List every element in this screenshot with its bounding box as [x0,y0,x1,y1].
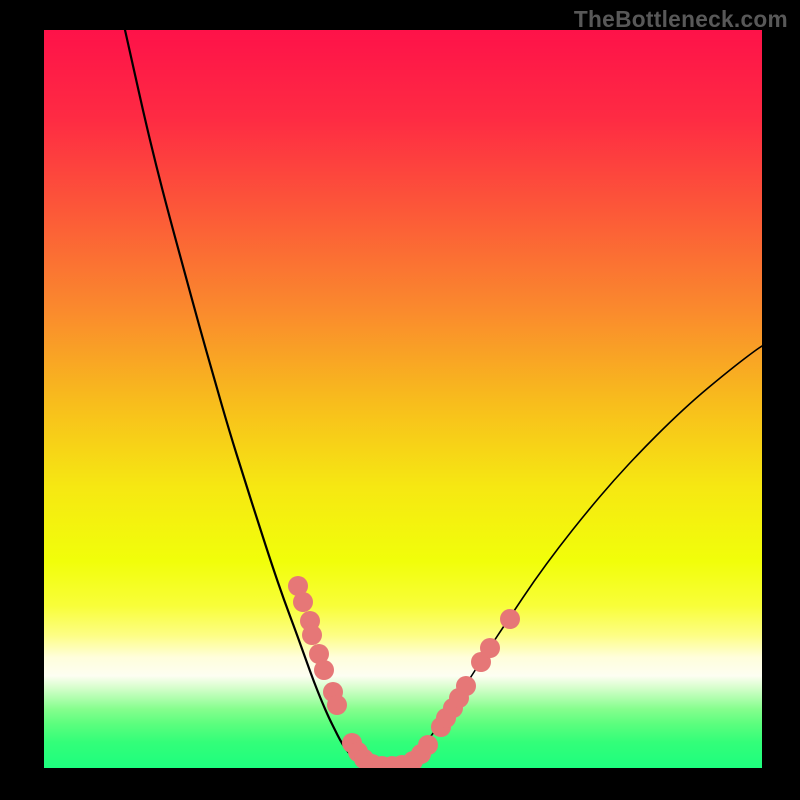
data-point-marker [302,625,322,645]
markers-left-group [288,576,347,715]
data-point-marker [500,609,520,629]
data-point-marker [314,660,334,680]
data-point-marker [418,735,438,755]
markers-bottom-group [342,733,423,768]
data-point-marker [456,676,476,696]
chart-svg [44,30,762,768]
curve-right-branch [382,346,762,768]
data-point-marker [480,638,500,658]
plot-area [44,30,762,768]
markers-right-group [411,609,520,764]
watermark-text: TheBottleneck.com [574,6,788,33]
data-point-marker [293,592,313,612]
data-point-marker [327,695,347,715]
chart-frame: TheBottleneck.com [0,0,800,800]
curve-left-branch [125,30,382,768]
